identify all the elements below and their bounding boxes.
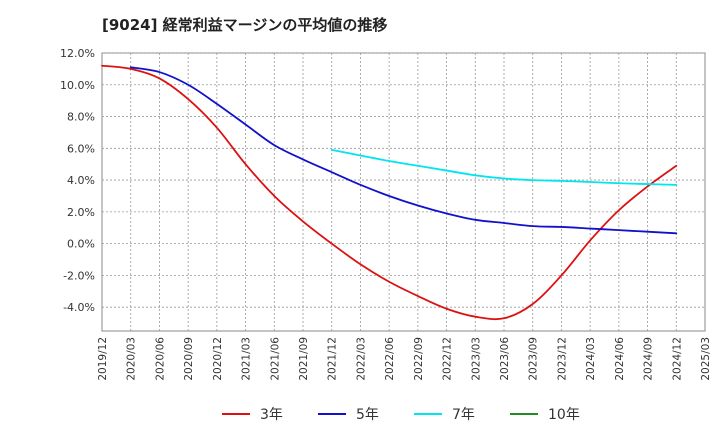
x-tick-label: 2023/06 <box>499 337 511 381</box>
x-tick-label: 2020/09 <box>183 337 195 381</box>
legend-label-4: 10年 <box>548 407 580 423</box>
series-line-1 <box>101 64 678 321</box>
y-tick-label: 4.0% <box>67 174 95 187</box>
x-tick-label: 2024/12 <box>671 337 683 381</box>
x-tick-label: 2024/06 <box>614 337 626 381</box>
x-tick-label: 2024/09 <box>643 337 655 381</box>
series-line-2 <box>129 66 678 235</box>
x-tick-label: 2020/03 <box>126 337 138 381</box>
x-tick-label: 2021/12 <box>327 337 339 381</box>
y-tick-label: -2.0% <box>63 269 95 282</box>
y-tick-label: 8.0% <box>67 111 95 124</box>
y-tick-label: 10.0% <box>60 79 95 92</box>
legend-label-3: 7年 <box>452 407 475 423</box>
x-tick-label: 2024/03 <box>585 337 597 381</box>
legend-label-2: 5年 <box>356 407 379 423</box>
y-tick-label: 2.0% <box>67 206 95 219</box>
y-tick-label: 0.0% <box>67 238 95 251</box>
x-tick-label: 2023/03 <box>470 337 482 381</box>
x-tick-label: 2020/12 <box>212 337 224 381</box>
chart-title: [9024] 経常利益マージンの平均値の推移 <box>102 16 388 34</box>
x-tick-label: 2022/03 <box>355 337 367 381</box>
x-tick-label: 2019/12 <box>97 337 109 381</box>
y-tick-label: 12.0% <box>60 47 95 60</box>
y-tick-label: 6.0% <box>67 142 95 155</box>
x-tick-label: 2025/03 <box>700 337 712 381</box>
plot-area <box>101 52 706 332</box>
x-tick-label: 2022/12 <box>442 337 454 381</box>
x-tick-label: 2023/09 <box>528 337 540 381</box>
x-tick-label: 2022/09 <box>413 337 425 381</box>
legend-label-1: 3年 <box>260 407 283 423</box>
x-tick-label: 2021/03 <box>241 337 253 381</box>
x-tick-label: 2020/06 <box>154 337 166 381</box>
x-tick-label: 2022/06 <box>384 337 396 381</box>
x-tick-label: 2021/09 <box>298 337 310 381</box>
y-tick-label: -4.0% <box>63 301 95 314</box>
x-tick-label: 2021/06 <box>269 337 281 381</box>
x-tick-label: 2023/12 <box>556 337 568 381</box>
series-line-3 <box>330 149 678 186</box>
